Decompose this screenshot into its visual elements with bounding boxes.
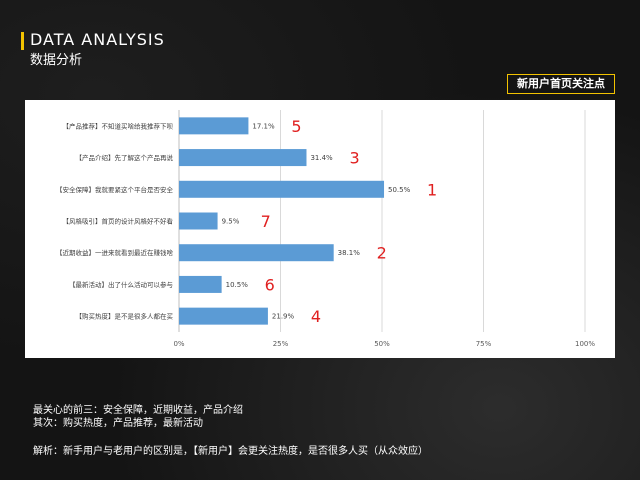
bar-chart: 0% 25% 50% 75% 100% 【产品推荐】不知道买啥给我推荐下呗 17.1% 5 【产… — [56, 110, 595, 348]
x-tick-label: 50% — [374, 340, 390, 348]
category-label: 【近期收益】一进来就看到最近在赚钱啥 — [56, 248, 174, 257]
page-subtitle: 数据分析 — [30, 53, 83, 68]
page-title: DATA ANALYSIS — [30, 30, 165, 49]
bar — [179, 117, 249, 135]
rank-annotation: 2 — [377, 244, 387, 263]
x-tick-label: 25% — [273, 340, 289, 348]
data-label: 21.9% — [272, 313, 295, 321]
data-label: 38.1% — [338, 249, 361, 257]
bar — [179, 275, 222, 293]
bar — [179, 149, 307, 167]
analysis-text: 解析：新手用户与老用户的区别是，【新用户】会更关注热度，是否很多人买（从众效应） — [33, 446, 428, 457]
category-label: 【产品推荐】不知道买啥给我推荐下呗 — [63, 121, 174, 130]
bar — [179, 212, 218, 230]
bar — [179, 180, 385, 198]
chart-panel: 0% 25% 50% 75% 100% 【产品推荐】不知道买啥给我推荐下呗 17.1% 5 【产… — [25, 100, 615, 358]
category-label: 【购买热度】是不是很多人都在买 — [76, 312, 174, 321]
summary-line-1: 最关心的前三：安全保障，近期收益，产品介绍 — [33, 405, 243, 416]
chart-badge: 新用户首页关注点 — [507, 74, 615, 94]
rank-annotation: 1 — [427, 180, 437, 199]
rank-annotation: 7 — [261, 212, 271, 231]
rank-annotation: 3 — [349, 149, 359, 168]
bar — [179, 244, 334, 262]
category-label: 【风格吸引】首页的设计风格好不好看 — [63, 217, 174, 226]
bar — [179, 307, 268, 325]
title-accent-bar — [21, 32, 24, 50]
summary-notes: 最关心的前三：安全保障，近期收益，产品介绍 其次：购买热度，产品推荐，最新活动 — [33, 404, 243, 430]
x-tick-label: 75% — [476, 340, 492, 348]
rank-annotation: 6 — [265, 275, 275, 294]
category-label: 【最新活动】出了什么活动可以参与 — [69, 280, 173, 289]
x-tick-label: 0% — [173, 340, 184, 348]
category-label: 【产品介绍】先了解这个产品再说 — [76, 153, 174, 162]
data-label: 31.4% — [310, 154, 333, 162]
category-label: 【安全保障】我就要紧这个平台是否安全 — [56, 185, 174, 194]
data-label: 50.5% — [388, 186, 411, 194]
rank-annotation: 5 — [291, 117, 301, 136]
data-label: 10.5% — [226, 281, 249, 289]
data-label: 17.1% — [252, 122, 275, 130]
x-tick-label: 100% — [575, 340, 595, 348]
rank-annotation: 4 — [311, 307, 321, 326]
summary-line-2: 其次：购买热度，产品推荐，最新活动 — [33, 418, 203, 429]
data-label: 9.5% — [222, 218, 240, 226]
